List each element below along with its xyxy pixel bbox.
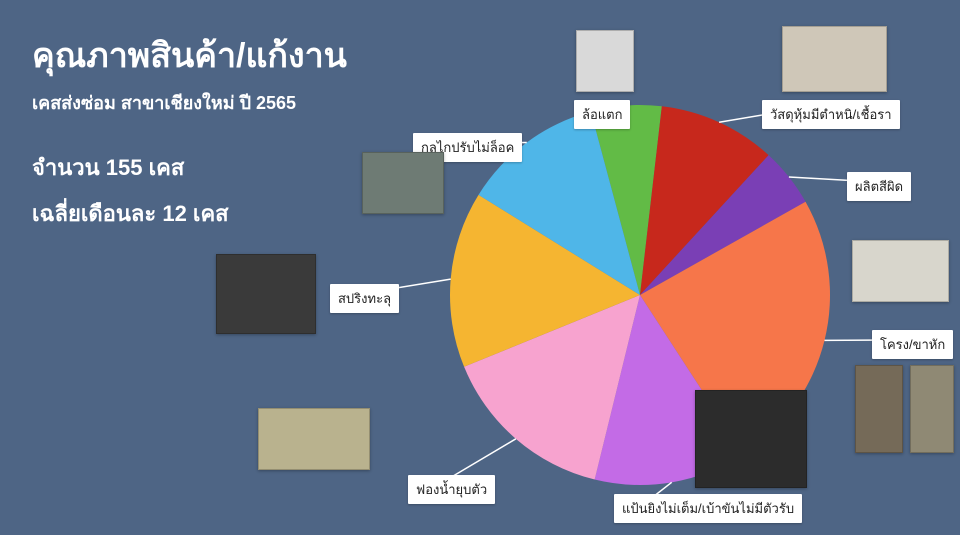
thumbnail-image <box>258 408 370 470</box>
callout-label: วัสดุหุ้มมีตำหนิ/เชื้อรา <box>762 100 900 129</box>
thumbnail-image <box>362 152 444 214</box>
callout-label: สปริงทะลุ <box>330 284 399 313</box>
callout-label: ฟองน้ำยุบตัว <box>408 475 495 504</box>
thumbnail-image <box>852 240 949 302</box>
callout-label: แป้นยิงไม่เต็ม/เบ้าขันไม่มีตัวรับ <box>614 494 802 523</box>
thumbnail-image <box>216 254 316 334</box>
callout-label: ล้อแตก <box>574 100 630 129</box>
thumbnail-image <box>782 26 887 92</box>
thumbnail-image <box>855 365 903 453</box>
thumbnail-image <box>910 365 954 453</box>
callout-label: ผลิตสีผิด <box>847 172 911 201</box>
thumbnail-image <box>695 390 807 488</box>
thumbnail-image <box>576 30 634 92</box>
callout-label: โครง/ขาหัก <box>872 330 953 359</box>
